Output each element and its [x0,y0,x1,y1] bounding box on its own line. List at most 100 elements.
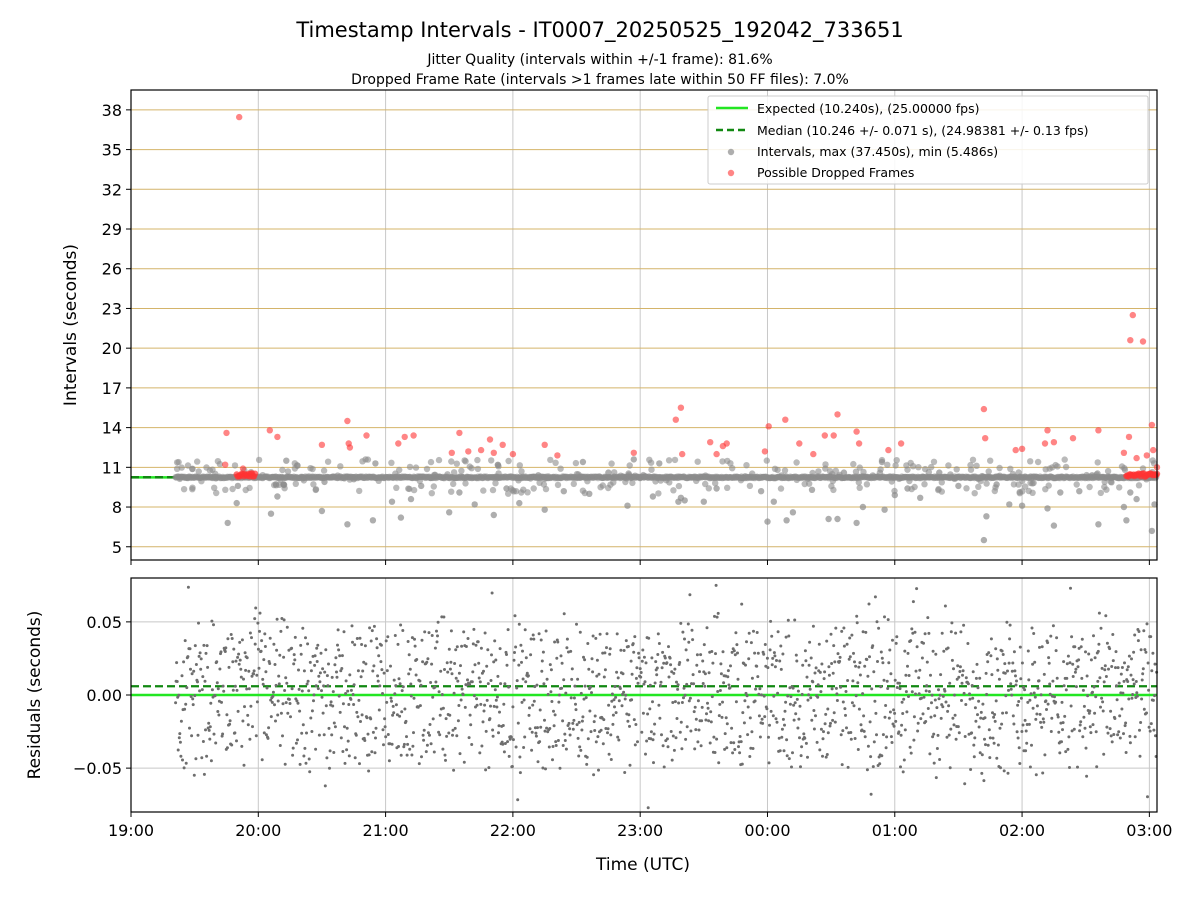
residual-point [648,707,651,710]
residual-point [736,652,739,655]
residual-point [235,660,238,663]
residual-point [971,697,974,700]
residual-point [679,622,682,625]
dropped-frame-point [1133,455,1139,461]
residual-point [868,603,871,606]
residual-point [905,690,908,693]
dropped-frame-point [252,471,258,477]
interval-point [622,479,628,485]
residual-point [461,688,464,691]
residual-point [905,710,908,713]
interval-point [1074,481,1080,487]
interval-point [413,464,419,470]
residual-point [483,710,486,713]
residual-point [493,639,496,642]
residual-point [644,753,647,756]
residual-point [1017,737,1020,740]
residual-point [442,707,445,710]
residual-point [618,699,621,702]
interval-point [983,480,989,486]
residual-point [758,687,761,690]
residual-point [701,660,704,663]
residual-point [315,647,318,650]
residual-point [182,660,185,663]
residual-point [625,639,628,642]
residual-point [331,676,334,679]
residual-point [558,694,561,697]
residual-point [617,676,620,679]
interval-point [474,457,480,463]
residual-point [513,659,516,662]
residual-point [208,738,211,741]
dropped-frame-point [554,452,560,458]
residual-point [409,668,412,671]
residual-point [824,713,827,716]
residual-point [964,703,967,706]
residual-point [207,722,210,725]
residual-point [555,657,558,660]
dropped-frame-point [449,450,455,456]
residual-point [277,700,280,703]
residual-point [784,701,787,704]
residual-point [456,680,459,683]
residual-point [371,670,374,673]
residual-point [1043,753,1046,756]
residual-point [514,614,517,617]
legend-intervals-marker [728,149,734,155]
residual-point [874,595,877,598]
residual-point [688,593,691,596]
residual-point [710,720,713,723]
residual-point [1016,730,1019,733]
residual-point [853,660,856,663]
interval-point [915,464,921,470]
residual-point [606,632,609,635]
residual-point [1009,624,1012,627]
residual-point [201,675,204,678]
residual-point [457,704,460,707]
residual-point [1095,730,1098,733]
residual-point [501,743,504,746]
residual-point [1128,735,1131,738]
residual-point [1101,700,1104,703]
residual-point [400,754,403,757]
residual-point [783,749,786,752]
residual-point [1094,656,1097,659]
residual-point [809,696,812,699]
residual-point [397,745,400,748]
residual-point [676,717,679,720]
residual-point [963,782,966,785]
residual-point [540,670,543,673]
residual-point [737,678,740,681]
residual-point [355,734,358,737]
residual-point [1106,642,1109,645]
residuals-y-axis-label: Residuals (seconds) [25,611,45,780]
residual-point [451,734,454,737]
residual-point [428,734,431,737]
residual-point [823,677,826,680]
residual-point [562,678,565,681]
residual-point [953,694,956,697]
interval-point [1098,490,1104,496]
residual-point [1104,614,1107,617]
residual-point [214,742,217,745]
residual-point [722,650,725,653]
residual-point [230,633,233,636]
dropped-frame-point [1121,450,1127,456]
residual-point [672,672,675,675]
interval-point [372,460,378,466]
residual-point [445,735,448,738]
interval-point [356,488,362,494]
residual-point [887,661,890,664]
residual-point [614,696,617,699]
residual-point [363,739,366,742]
residual-point [205,652,208,655]
dropped-frame-point [853,428,859,434]
residual-point [412,731,415,734]
residual-point [884,716,887,719]
residual-point [669,663,672,666]
residual-point [709,742,712,745]
residual-point [582,656,585,659]
residual-point [255,674,258,677]
residual-point [183,766,186,769]
residual-point [1079,720,1082,723]
